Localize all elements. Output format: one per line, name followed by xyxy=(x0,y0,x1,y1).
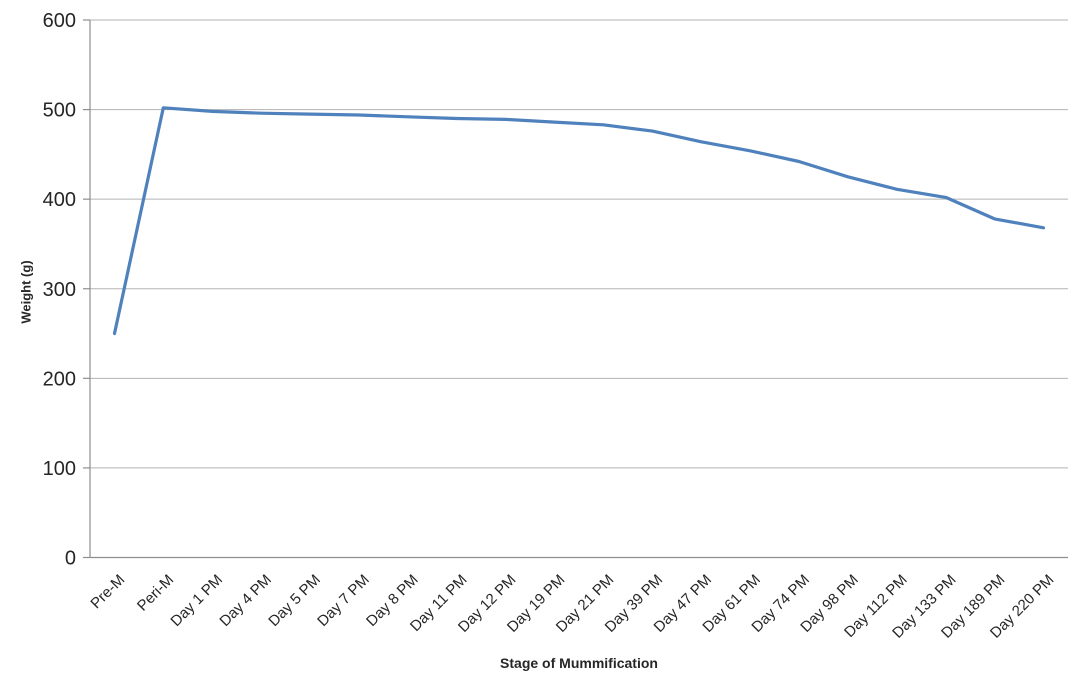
y-axis-tick-label: 400 xyxy=(43,189,76,211)
weight-series-line xyxy=(112,106,1046,336)
x-axis-tick-label: Pre-M xyxy=(87,571,128,612)
y-axis-tick-label: 200 xyxy=(43,368,76,390)
y-axis-tick-label: 500 xyxy=(43,100,76,122)
x-axis-tick-label: Peri-M xyxy=(134,571,177,614)
y-axis-tick-label: 0 xyxy=(65,548,76,570)
x-axis-tick-label: Day 1 PM xyxy=(167,571,226,630)
x-axis-tick-label: Day 7 PM xyxy=(314,571,373,630)
y-axis-tick-label: 600 xyxy=(43,10,76,32)
y-axis-tick-label: 100 xyxy=(43,458,76,480)
x-axis-tick-label: Day 4 PM xyxy=(216,571,275,630)
y-axis-tick-label: 300 xyxy=(43,279,76,301)
x-axis-tick-label: Day 5 PM xyxy=(265,571,324,630)
y-axis-title: Weight (g) xyxy=(18,260,34,324)
x-axis-title: Stage of Mummification xyxy=(500,655,658,671)
